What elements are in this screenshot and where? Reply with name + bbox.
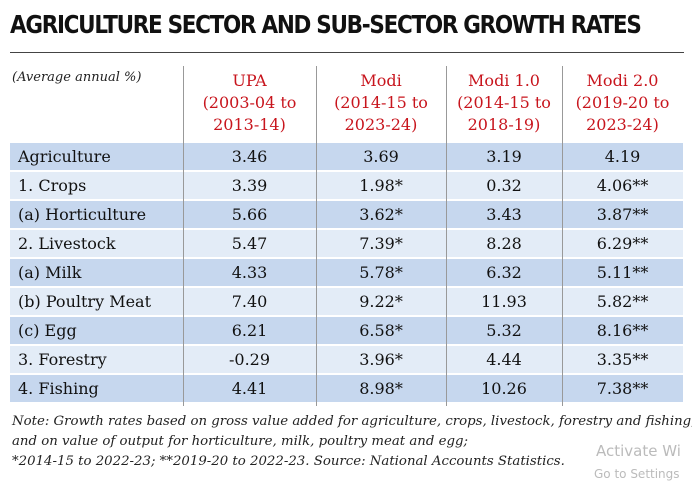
table-row: (b) Poultry Meat 7.40 9.22* 11.93 5.82** <box>10 288 683 315</box>
watermark: Go to Settings <box>594 467 680 481</box>
row-label: (b) Poultry Meat <box>18 292 152 311</box>
column-header: Modi (2014-15 to 2023-24) <box>316 70 446 136</box>
column-divider <box>446 66 447 406</box>
header-line: (2019-20 to <box>575 93 670 112</box>
cell-value: 5.32 <box>486 321 522 340</box>
cell-value: 3.87** <box>596 205 649 224</box>
header-line: Modi <box>360 71 402 90</box>
cell-value: 3.39 <box>231 176 268 195</box>
watermark: Activate Wi <box>596 442 681 460</box>
header-line: (2014-15 to <box>334 93 428 112</box>
footnote: Note: Growth rates based on gross value … <box>12 414 692 429</box>
cell-value: 4.41 <box>231 379 268 398</box>
cell-value: 6.58* <box>359 321 403 340</box>
cell-value: 10.26 <box>481 379 527 398</box>
row-label: (c) Egg <box>18 321 77 340</box>
column-header: UPA (2003-04 to 2013-14) <box>183 70 316 136</box>
table-row: 3. Forestry -0.29 3.96* 4.44 3.35** <box>10 346 683 373</box>
row-label: 3. Forestry <box>18 350 107 369</box>
table-row: (a) Horticulture 5.66 3.62* 3.43 3.87** <box>10 201 683 228</box>
cell-value: 4.33 <box>231 263 268 282</box>
cell-value: 7.40 <box>231 292 268 311</box>
cell-value: 3.35** <box>596 350 649 369</box>
cell-value: 5.78* <box>359 263 403 282</box>
column-divider <box>183 66 184 406</box>
cell-value: 0.32 <box>486 176 522 195</box>
column-divider <box>316 66 317 406</box>
row-label: (a) Horticulture <box>18 205 147 224</box>
unit-label: (Average annual %) <box>12 70 142 85</box>
table-row: 2. Livestock 5.47 7.39* 8.28 6.29** <box>10 230 683 257</box>
cell-value: 5.11** <box>596 263 649 282</box>
cell-value: 1.98* <box>359 176 403 195</box>
table-row: (c) Egg 6.21 6.58* 5.32 8.16** <box>10 317 683 344</box>
cell-value: 8.98* <box>359 379 403 398</box>
title: AGRICULTURE SECTOR AND SUB-SECTOR GROWTH… <box>10 10 642 39</box>
table-row: (a) Milk 4.33 5.78* 6.32 5.11** <box>10 259 683 286</box>
cell-value: 5.66 <box>231 205 268 224</box>
cell-value: 11.93 <box>481 292 527 311</box>
cell-value: 3.46 <box>231 147 268 166</box>
row-label: (a) Milk <box>18 263 82 282</box>
column-divider <box>562 66 563 406</box>
cell-value: 6.29** <box>596 234 649 253</box>
footnote: and on value of output for horticulture,… <box>12 434 468 449</box>
cell-value: 4.19 <box>604 147 641 166</box>
cell-value: 5.47 <box>231 234 268 253</box>
header-line: Modi 2.0 <box>586 71 659 90</box>
table-row: 1. Crops 3.39 1.98* 0.32 4.06** <box>10 172 683 199</box>
row-label: 1. Crops <box>18 176 87 195</box>
cell-value: 9.22* <box>359 292 403 311</box>
header-line: 2023-24) <box>586 115 659 134</box>
cell-value: 7.39* <box>359 234 403 253</box>
row-label: 4. Fishing <box>18 379 99 398</box>
header-line: UPA <box>232 71 267 90</box>
cell-value: 3.69 <box>363 147 399 166</box>
cell-value: 5.82** <box>596 292 649 311</box>
header-line: 2018-19) <box>467 115 541 134</box>
cell-value: 7.38** <box>596 379 649 398</box>
cell-value: 3.19 <box>486 147 522 166</box>
header-line: 2013-14) <box>213 115 286 134</box>
header-line: Modi 1.0 <box>468 71 540 90</box>
cell-value: 8.28 <box>486 234 522 253</box>
row-label: 2. Livestock <box>18 234 116 253</box>
cell-value: 3.96* <box>359 350 403 369</box>
cell-value: -0.29 <box>228 350 271 369</box>
header-line: (2003-04 to <box>202 93 297 112</box>
cell-value: 3.62* <box>359 205 403 224</box>
cell-value: 6.32 <box>486 263 522 282</box>
row-label: Agriculture <box>18 147 111 166</box>
column-header: Modi 1.0 (2014-15 to 2018-19) <box>446 70 562 136</box>
header-line: (2014-15 to <box>457 93 551 112</box>
cell-value: 4.44 <box>486 350 522 369</box>
cell-value: 3.43 <box>486 205 522 224</box>
title-rule <box>10 52 684 53</box>
table-row: Agriculture 3.46 3.69 3.19 4.19 <box>10 143 683 170</box>
header-line: 2023-24) <box>344 115 418 134</box>
cell-value: 8.16** <box>596 321 649 340</box>
footnote: *2014-15 to 2022-23; **2019-20 to 2022-2… <box>12 454 565 469</box>
column-header: Modi 2.0 (2019-20 to 2023-24) <box>562 70 683 136</box>
cell-value: 6.21 <box>231 321 268 340</box>
table-row: 4. Fishing 4.41 8.98* 10.26 7.38** <box>10 375 683 402</box>
cell-value: 4.06** <box>596 176 649 195</box>
